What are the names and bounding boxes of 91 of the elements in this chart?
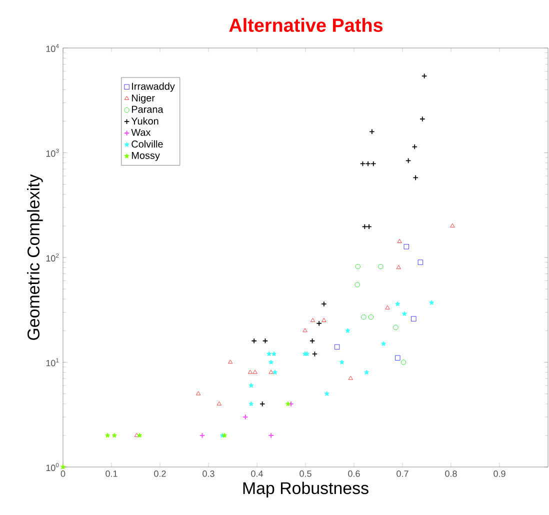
point — [268, 370, 274, 374]
legend-label: Mossy — [132, 152, 160, 161]
x-tick-label: 0 — [60, 470, 66, 477]
point — [248, 401, 254, 406]
point — [324, 391, 330, 396]
legend-label: Niger — [132, 94, 155, 104]
point — [411, 316, 416, 322]
point — [216, 401, 222, 406]
y-tick-label: 10$^{4}$ — [46, 44, 59, 52]
legend-label: Parana — [132, 106, 164, 113]
point — [420, 116, 426, 122]
point — [268, 432, 274, 438]
point — [60, 464, 66, 470]
point — [316, 320, 322, 326]
point — [252, 370, 258, 374]
point — [228, 360, 233, 364]
chart-title: Alternative Paths — [229, 18, 383, 32]
point — [271, 351, 276, 356]
x-axis-title: Map Robustness — [243, 482, 368, 498]
point — [396, 265, 401, 270]
point — [286, 401, 291, 406]
y-tick-label: 10$^{1}$ — [46, 358, 59, 366]
point — [322, 318, 326, 322]
point — [334, 344, 340, 350]
point — [309, 338, 316, 344]
point — [248, 370, 253, 374]
point — [302, 328, 308, 332]
point — [421, 73, 428, 79]
point — [251, 338, 257, 344]
x-tick-label: 0.3 — [202, 470, 214, 477]
legend-label: Colville — [132, 140, 163, 148]
legend-label: Yukon — [131, 117, 158, 125]
point — [321, 301, 327, 307]
legend-label: Wax — [131, 128, 151, 136]
point — [397, 238, 402, 243]
point — [196, 391, 201, 396]
x-tick-label: 0.5 — [300, 470, 312, 477]
point — [381, 341, 386, 346]
point — [365, 160, 371, 167]
point — [310, 318, 316, 322]
point — [137, 432, 142, 438]
point — [355, 264, 361, 270]
point — [272, 370, 278, 375]
point — [112, 432, 117, 438]
point — [429, 300, 434, 305]
x-tick-label: 0.1 — [106, 470, 118, 477]
point — [368, 314, 374, 320]
point — [312, 351, 318, 357]
y-tick-label: 10$^{2}$ — [46, 253, 59, 262]
point — [105, 432, 110, 438]
point — [242, 414, 248, 420]
point — [362, 224, 368, 230]
point — [404, 244, 410, 250]
point — [395, 301, 400, 306]
point — [364, 370, 370, 375]
point — [268, 360, 274, 364]
point — [412, 174, 418, 181]
y-tick-label: 10$^{0}$ — [46, 462, 59, 472]
x-tick-label: 0.2 — [154, 470, 166, 477]
point — [378, 264, 384, 270]
point — [370, 160, 376, 167]
legend-label: Irrawaddy — [132, 82, 175, 92]
point — [361, 314, 366, 320]
y-axis-title: Geometric Complexity — [27, 174, 43, 340]
point — [402, 311, 407, 316]
point — [354, 282, 360, 288]
point — [400, 360, 406, 365]
point — [395, 355, 400, 361]
point — [339, 360, 344, 364]
point — [366, 224, 372, 230]
x-tick-label: 0.4 — [251, 470, 263, 477]
point — [348, 376, 353, 380]
point — [412, 144, 418, 150]
point — [405, 158, 412, 164]
point — [259, 401, 266, 407]
point — [266, 351, 272, 356]
point — [262, 338, 268, 344]
x-tick-label: 0.8 — [445, 470, 457, 477]
point — [345, 328, 350, 333]
x-tick-label: 0.6 — [348, 470, 360, 477]
x-tick-label: 0.9 — [494, 470, 506, 477]
point — [450, 223, 455, 228]
point — [248, 382, 254, 388]
point — [360, 160, 366, 167]
y-tick-label: 10$^{3}$ — [46, 148, 59, 157]
point — [385, 305, 390, 310]
x-tick-label: 0.7 — [396, 470, 408, 477]
point — [418, 260, 424, 265]
point — [393, 324, 398, 330]
point — [199, 432, 206, 438]
point — [369, 128, 375, 134]
